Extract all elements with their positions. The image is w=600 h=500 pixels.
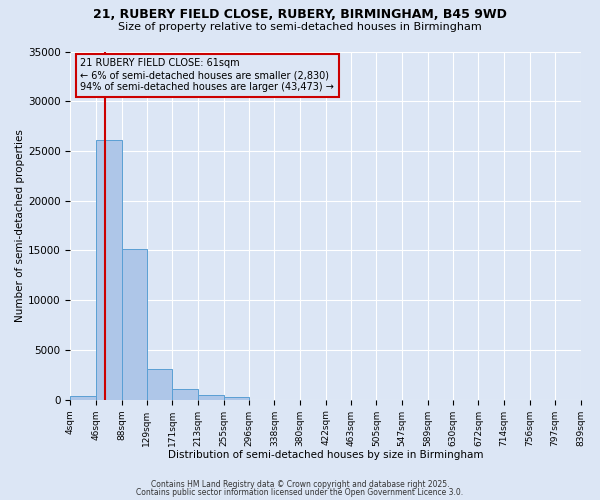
Text: 21 RUBERY FIELD CLOSE: 61sqm
← 6% of semi-detached houses are smaller (2,830)
94: 21 RUBERY FIELD CLOSE: 61sqm ← 6% of sem…	[80, 58, 334, 92]
Bar	[122, 248, 146, 400]
Bar	[70, 396, 96, 400]
Text: Contains public sector information licensed under the Open Government Licence 3.: Contains public sector information licen…	[136, 488, 464, 497]
Y-axis label: Number of semi-detached properties: Number of semi-detached properties	[15, 129, 25, 322]
X-axis label: Distribution of semi-detached houses by size in Birmingham: Distribution of semi-detached houses by …	[167, 450, 483, 460]
Text: Size of property relative to semi-detached houses in Birmingham: Size of property relative to semi-detach…	[118, 22, 482, 32]
Bar	[198, 395, 224, 400]
Text: 21, RUBERY FIELD CLOSE, RUBERY, BIRMINGHAM, B45 9WD: 21, RUBERY FIELD CLOSE, RUBERY, BIRMINGH…	[93, 8, 507, 20]
Bar	[146, 369, 172, 400]
Bar	[172, 389, 198, 400]
Text: Contains HM Land Registry data © Crown copyright and database right 2025.: Contains HM Land Registry data © Crown c…	[151, 480, 449, 489]
Bar	[224, 397, 248, 400]
Bar	[96, 140, 122, 400]
